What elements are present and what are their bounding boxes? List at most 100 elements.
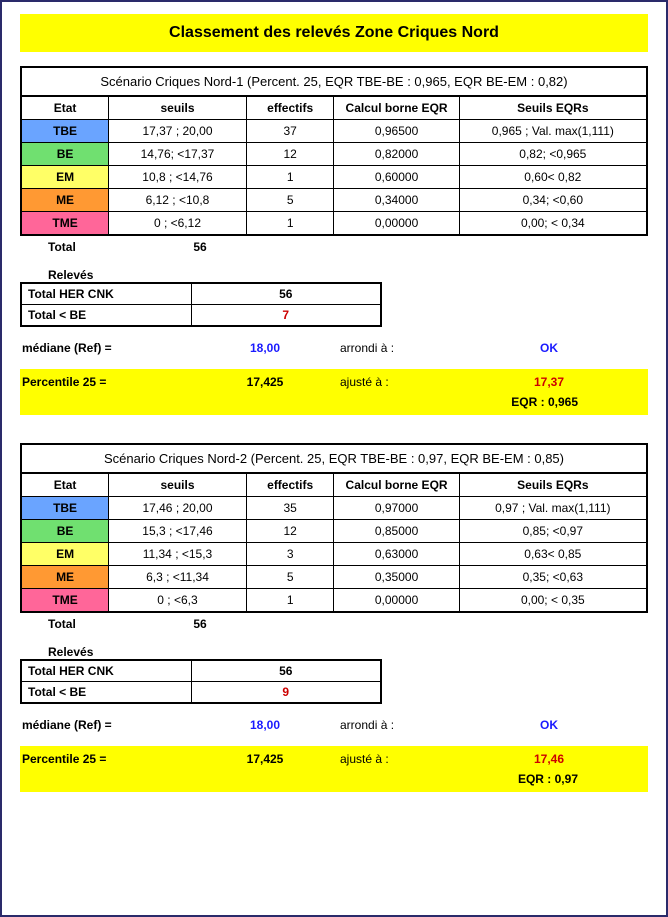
seuils-cell: 10,8 ; <14,76: [109, 166, 247, 189]
scenario-caption: Scénario Criques Nord-2 (Percent. 25, EQ…: [20, 443, 648, 472]
table-row: EM11,34 ; <15,330,630000,63< 0,85: [21, 543, 647, 566]
ajuste-label: ajusté à :: [340, 752, 450, 766]
total-label: Total: [20, 240, 120, 254]
table-row: TBE17,46 ; 20,00350,970000,97 ; Val. max…: [21, 497, 647, 520]
seuils-eqrs-cell: 0,965 ; Val. max(1,111): [459, 120, 647, 143]
etat-cell: ME: [21, 189, 109, 212]
page-frame: Classement des relevés Zone Criques Nord…: [0, 0, 668, 917]
classification-table: EtatseuilseffectifsCalcul borne EQRSeuil…: [20, 472, 648, 613]
effectifs-cell: 35: [246, 497, 334, 520]
total-value: 56: [120, 617, 280, 631]
column-header: Seuils EQRs: [459, 473, 647, 497]
scenario-block: Scénario Criques Nord-2 (Percent. 25, EQ…: [20, 443, 648, 792]
table-row: TME0 ; <6,310,000000,00; < 0,35: [21, 589, 647, 613]
scenarios-container: Scénario Criques Nord-1 (Percent. 25, EQ…: [20, 66, 648, 792]
column-header: effectifs: [246, 473, 334, 497]
effectifs-cell: 12: [246, 143, 334, 166]
effectifs-cell: 1: [246, 166, 334, 189]
seuils-cell: 0 ; <6,12: [109, 212, 247, 236]
effectifs-cell: 12: [246, 520, 334, 543]
etat-cell: EM: [21, 543, 109, 566]
column-header: seuils: [109, 473, 247, 497]
table-row: BE14,76; <17,37120,820000,82; <0,965: [21, 143, 647, 166]
seuils-cell: 15,3 ; <17,46: [109, 520, 247, 543]
seuils-eqrs-cell: 0,00; < 0,34: [459, 212, 647, 236]
table-row: ME6,3 ; <11,3450,350000,35; <0,63: [21, 566, 647, 589]
arrondi-label: arrondi à :: [340, 341, 450, 355]
arrondi-value: OK: [450, 718, 648, 732]
ajuste-value: 17,37: [450, 375, 648, 389]
etat-cell: BE: [21, 143, 109, 166]
column-header: Calcul borne EQR: [334, 473, 459, 497]
etat-cell: TBE: [21, 120, 109, 143]
percentile-line: Percentile 25 =17,425ajusté à :17,37: [20, 369, 648, 395]
tot-be-label: Total < BE: [21, 682, 191, 704]
arrondi-value: OK: [450, 341, 648, 355]
etat-cell: ME: [21, 566, 109, 589]
percentile-line: Percentile 25 =17,425ajusté à :17,46: [20, 746, 648, 772]
total-label: Total: [20, 617, 120, 631]
eqr-cell: 0,97000: [334, 497, 459, 520]
releves-label: Relevés: [20, 645, 648, 659]
etat-cell: TME: [21, 589, 109, 613]
classification-table: EtatseuilseffectifsCalcul borne EQRSeuil…: [20, 95, 648, 236]
seuils-cell: 6,3 ; <11,34: [109, 566, 247, 589]
seuils-eqrs-cell: 0,35; <0,63: [459, 566, 647, 589]
seuils-cell: 17,46 ; 20,00: [109, 497, 247, 520]
eqr-cell: 0,96500: [334, 120, 459, 143]
arrondi-label: arrondi à :: [340, 718, 450, 732]
tot-be-value: 7: [191, 305, 381, 327]
seuils-eqrs-cell: 0,82; <0,965: [459, 143, 647, 166]
table-row: TME0 ; <6,1210,000000,00; < 0,34: [21, 212, 647, 236]
percentile-label: Percentile 25 =: [20, 375, 190, 389]
seuils-eqrs-cell: 0,34; <0,60: [459, 189, 647, 212]
column-header: Calcul borne EQR: [334, 96, 459, 120]
column-header: Etat: [21, 473, 109, 497]
effectifs-cell: 5: [246, 189, 334, 212]
scenario-caption: Scénario Criques Nord-1 (Percent. 25, EQ…: [20, 66, 648, 95]
eqr-cell: 0,82000: [334, 143, 459, 166]
mediane-line: médiane (Ref) =18,00arrondi à :OK: [20, 341, 648, 355]
ajuste-value: 17,46: [450, 752, 648, 766]
eqr-cell: 0,34000: [334, 189, 459, 212]
etat-cell: TBE: [21, 497, 109, 520]
table-row: TBE17,37 ; 20,00370,965000,965 ; Val. ma…: [21, 120, 647, 143]
mediane-value: 18,00: [190, 718, 340, 732]
seuils-cell: 17,37 ; 20,00: [109, 120, 247, 143]
tot-be-label: Total < BE: [21, 305, 191, 327]
percentile-value: 17,425: [190, 375, 340, 389]
total-row: Total56: [20, 617, 648, 631]
table-row: BE15,3 ; <17,46120,850000,85; <0,97: [21, 520, 647, 543]
tot-her-label: Total HER CNK: [21, 660, 191, 682]
seuils-cell: 0 ; <6,3: [109, 589, 247, 613]
eqr-line: EQR : 0,97: [20, 772, 648, 792]
releves-label: Relevés: [20, 268, 648, 282]
eqr-cell: 0,63000: [334, 543, 459, 566]
effectifs-cell: 37: [246, 120, 334, 143]
etat-cell: TME: [21, 212, 109, 236]
seuils-eqrs-cell: 0,60< 0,82: [459, 166, 647, 189]
table-row: EM10,8 ; <14,7610,600000,60< 0,82: [21, 166, 647, 189]
page-title: Classement des relevés Zone Criques Nord: [20, 14, 648, 52]
seuils-eqrs-cell: 0,85; <0,97: [459, 520, 647, 543]
tot-be-value: 9: [191, 682, 381, 704]
tot-her-label: Total HER CNK: [21, 283, 191, 305]
effectifs-cell: 3: [246, 543, 334, 566]
seuils-eqrs-cell: 0,63< 0,85: [459, 543, 647, 566]
column-header: Seuils EQRs: [459, 96, 647, 120]
summary-table: Total HER CNK56Total < BE9: [20, 659, 382, 704]
mediane-value: 18,00: [190, 341, 340, 355]
effectifs-cell: 5: [246, 566, 334, 589]
etat-cell: BE: [21, 520, 109, 543]
eqr-cell: 0,35000: [334, 566, 459, 589]
eqr-cell: 0,00000: [334, 589, 459, 613]
eqr-line: EQR : 0,965: [20, 395, 648, 415]
column-header: Etat: [21, 96, 109, 120]
mediane-label: médiane (Ref) =: [20, 341, 190, 355]
tot-her-value: 56: [191, 660, 381, 682]
mediane-line: médiane (Ref) =18,00arrondi à :OK: [20, 718, 648, 732]
scenario-block: Scénario Criques Nord-1 (Percent. 25, EQ…: [20, 66, 648, 415]
seuils-cell: 6,12 ; <10,8: [109, 189, 247, 212]
eqr-cell: 0,00000: [334, 212, 459, 236]
column-header: seuils: [109, 96, 247, 120]
